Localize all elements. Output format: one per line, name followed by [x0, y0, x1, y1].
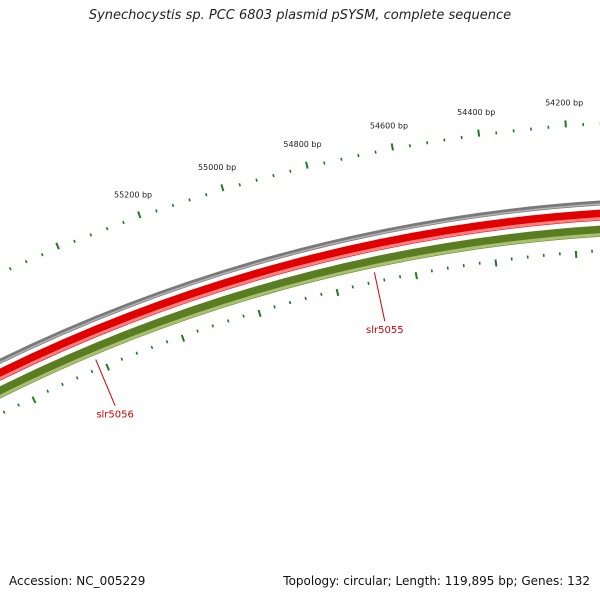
gene-label-leader: [95, 359, 116, 406]
inner-minor-tick: [273, 305, 276, 309]
map-title: Synechocystis sp. PCC 6803 plasmid pSYSM…: [88, 8, 512, 23]
tick-label: 54600 bp: [370, 122, 408, 131]
outer-minor-tick: [40, 252, 44, 257]
accession-text: Accession: NC_005229: [9, 574, 146, 588]
inner-major-tick: [180, 334, 186, 342]
gene-shade: [0, 267, 294, 381]
tick-label: 55200 bp: [114, 190, 152, 199]
inner-minor-tick: [61, 382, 64, 387]
outer-minor-tick: [8, 266, 12, 271]
inner-minor-tick: [367, 281, 370, 285]
summary-text: Topology: circular; Length: 119,895 bp; …: [283, 574, 590, 588]
outer-minor-tick: [255, 178, 258, 182]
inner-minor-tick: [304, 296, 307, 301]
tick-label: 54400 bp: [457, 108, 495, 117]
inner-minor-tick: [150, 345, 154, 350]
outer-major-tick: [564, 120, 567, 128]
gene-label-slr5055: slr5055: [366, 325, 404, 336]
inner-major-tick: [494, 259, 498, 267]
inner-minor-tick: [430, 269, 433, 273]
inner-major-tick: [335, 288, 340, 297]
gene-labels: slr5055 slr5056: [95, 272, 404, 421]
inner-major-tick: [574, 250, 578, 259]
inner-minor-tick: [46, 389, 50, 393]
gene-label-slr5056: slr5056: [96, 410, 134, 421]
gene-body: [127, 225, 600, 341]
outer-minor-tick: [374, 150, 377, 154]
backbone-line: [0, 200, 600, 365]
outer-minor-tick: [24, 259, 28, 264]
outer-minor-tick: [408, 144, 411, 148]
outer-minor-tick: [171, 203, 175, 208]
gene-shade: [293, 217, 600, 270]
outer-major-tick: [137, 211, 142, 219]
outer-minor-tick: [89, 233, 93, 237]
outer-minor-tick: [73, 239, 76, 243]
inner-minor-tick: [211, 324, 215, 328]
tick-label: 54800 bp: [283, 140, 321, 149]
outer-minor-tick: [105, 226, 109, 231]
tick-label: 54200 bp: [545, 98, 583, 107]
gene-slr5056: [0, 329, 132, 399]
gene-fwd-2: [291, 209, 600, 271]
inner-minor-tick: [75, 376, 79, 380]
inner-major-tick: [105, 363, 110, 371]
inner-minor-tick: [399, 275, 402, 279]
outer-major-tick: [220, 184, 225, 192]
gene-shade: [130, 233, 600, 340]
outer-minor-tick: [357, 153, 360, 158]
gene-body: [0, 329, 132, 399]
backbone-track: [0, 200, 600, 365]
outer-minor-tick: [289, 169, 292, 173]
inner-minor-tick: [320, 292, 323, 297]
outer-major-tick: [390, 143, 394, 151]
gene-slr5055: [127, 225, 600, 341]
outer-major-tick: [55, 242, 60, 250]
outer-major-tick: [477, 129, 481, 137]
gene-label-leader: [373, 272, 386, 322]
outer-major-tick: [305, 161, 309, 169]
inner-minor-tick: [120, 357, 124, 361]
outer-minor-tick: [188, 198, 191, 202]
inner-minor-tick: [196, 329, 199, 333]
inner-minor-tick: [242, 314, 245, 318]
inner-minor-tick: [165, 340, 169, 344]
inner-minor-tick: [383, 278, 386, 282]
inner-minor-tick: [288, 300, 292, 305]
inner-minor-tick: [135, 351, 139, 355]
gene-fwd-3: [0, 259, 295, 381]
inner-major-tick: [31, 396, 37, 404]
outer-minor-tick: [323, 161, 326, 165]
outer-minor-tick: [238, 183, 241, 187]
inner-minor-tick: [2, 410, 6, 414]
gene-tracks: [0, 209, 600, 399]
inner-major-tick: [414, 272, 418, 280]
tick-label: 55000 bp: [198, 163, 236, 172]
inner-minor-tick: [226, 319, 230, 323]
outer-minor-tick: [205, 193, 208, 197]
inner-minor-tick: [17, 403, 20, 407]
backbone-highlight: [0, 203, 600, 364]
outer-minor-tick: [155, 209, 158, 213]
outer-minor-tick: [340, 157, 343, 161]
inner-minor-tick: [90, 369, 94, 374]
gene-body: [291, 209, 600, 271]
outer-minor-tick: [272, 173, 275, 178]
gene-shade: [0, 336, 132, 399]
inner-major-tick: [257, 309, 262, 317]
outer-minor-tick: [122, 220, 125, 225]
outer-tick-track: [8, 120, 600, 271]
gene-body: [0, 259, 295, 381]
inner-minor-tick: [351, 285, 354, 289]
inner-tick-track: [2, 249, 593, 414]
